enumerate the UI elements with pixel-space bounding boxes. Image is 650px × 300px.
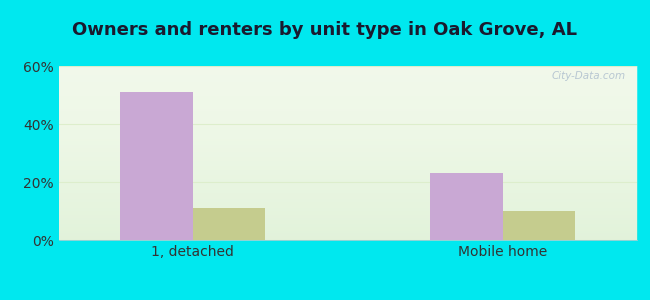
Text: Owners and renters by unit type in Oak Grove, AL: Owners and renters by unit type in Oak G… <box>73 21 577 39</box>
Bar <box>120 92 193 240</box>
Text: City-Data.com: City-Data.com <box>551 71 625 81</box>
Bar <box>193 208 265 240</box>
Bar <box>502 211 575 240</box>
Bar <box>430 173 502 240</box>
